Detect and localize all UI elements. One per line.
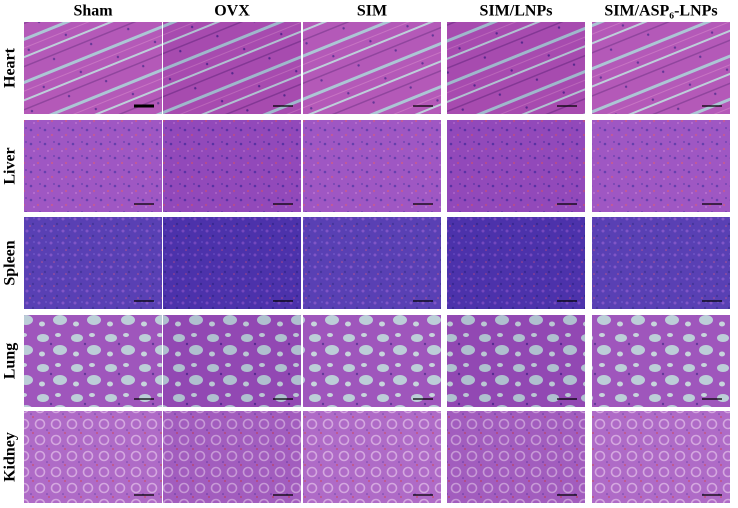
image-shade: [447, 315, 585, 407]
image-shade: [163, 411, 301, 503]
row-label: Liver: [2, 147, 19, 184]
histology-image: [303, 217, 441, 309]
image-shade: [163, 217, 301, 309]
row-label: Kidney: [2, 432, 19, 482]
row-label: Heart: [2, 47, 19, 88]
histology-image: [163, 22, 301, 114]
image-shade: [447, 22, 585, 114]
histology-image: [163, 120, 301, 212]
image-shade: [303, 411, 441, 503]
image-shade: [24, 411, 162, 503]
row-label: Lung: [2, 343, 19, 379]
histology-image: [592, 22, 730, 114]
histology-image: [24, 315, 162, 407]
histology-image: [303, 315, 441, 407]
histology-image: [447, 411, 585, 503]
histology-image: [24, 217, 162, 309]
histology-image: [24, 22, 162, 114]
image-shade: [447, 217, 585, 309]
histology-image: [447, 22, 585, 114]
image-shade: [303, 315, 441, 407]
image-shade: [303, 22, 441, 114]
image-shade: [24, 315, 162, 407]
image-shade: [447, 120, 585, 212]
histology-image: [24, 120, 162, 212]
histology-image: [303, 411, 441, 503]
image-shade: [592, 120, 730, 212]
column-label: SIM/LNPs: [480, 3, 553, 20]
image-shade: [592, 217, 730, 309]
histology-image: [163, 411, 301, 503]
column-label: Sham: [73, 3, 113, 20]
column-label: SIM: [357, 3, 387, 20]
histology-image: [447, 120, 585, 212]
image-shade: [447, 411, 585, 503]
image-shade: [24, 22, 162, 114]
histology-image: [592, 315, 730, 407]
histology-image: [303, 22, 441, 114]
histology-image: [447, 315, 585, 407]
image-shade: [163, 22, 301, 114]
image-shade: [24, 120, 162, 212]
image-shade: [592, 315, 730, 407]
image-shade: [163, 315, 301, 407]
column-label: OVX: [214, 3, 250, 20]
histology-image: [592, 217, 730, 309]
image-shade: [303, 120, 441, 212]
image-shade: [163, 120, 301, 212]
image-shade: [303, 217, 441, 309]
histology-image: [592, 411, 730, 503]
image-shade: [592, 411, 730, 503]
histology-image: [163, 217, 301, 309]
image-shade: [592, 22, 730, 114]
histology-image: [303, 120, 441, 212]
column-label: SIM/ASP₆-LNPs: [604, 3, 717, 20]
histology-image: [447, 217, 585, 309]
histology-image: [163, 315, 301, 407]
row-label: Spleen: [2, 240, 19, 285]
histology-image: [592, 120, 730, 212]
image-shade: [24, 217, 162, 309]
histology-image: [24, 411, 162, 503]
